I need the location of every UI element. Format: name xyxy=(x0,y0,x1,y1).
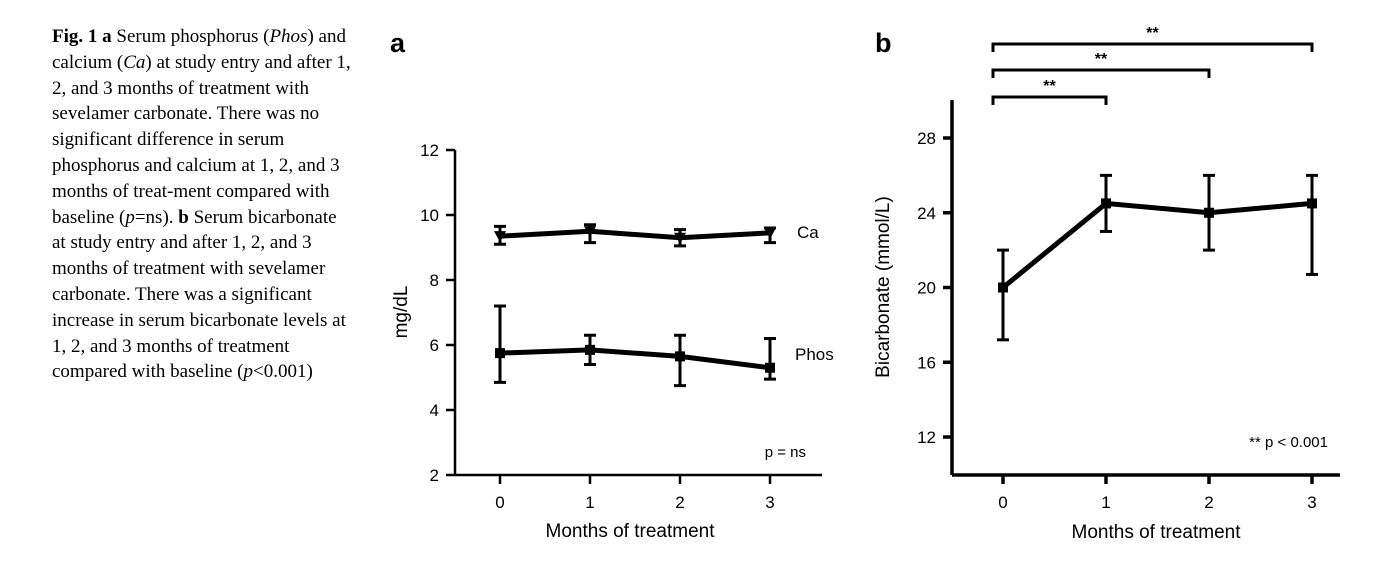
y-tick-label: 2 xyxy=(430,466,439,485)
data-point xyxy=(1204,207,1214,218)
caption-segment: Serum phosphorus ( xyxy=(111,26,270,47)
caption-segment: =ns). xyxy=(134,206,179,228)
caption-segment: Phos xyxy=(269,26,308,47)
caption-segment: Fig. 1 xyxy=(52,26,98,47)
caption-segment: p xyxy=(243,361,254,383)
y-tick-label: 6 xyxy=(430,336,439,355)
figure-caption: Fig. 1 a Serum phosphorus (Phos) and cal… xyxy=(52,24,352,385)
data-point xyxy=(584,226,596,238)
data-point xyxy=(1101,198,1111,209)
caption-segment: ) and calcium ( xyxy=(52,26,346,73)
y-tick-label: 4 xyxy=(430,401,439,420)
x-tick-label: 0 xyxy=(495,493,504,512)
significance-label: ** xyxy=(1043,78,1056,95)
caption-segment: a xyxy=(102,26,112,47)
x-tick-label: 0 xyxy=(998,493,1007,512)
caption-segment: p xyxy=(125,206,135,228)
data-point xyxy=(585,344,595,355)
caption-segment: <0.001) xyxy=(253,361,313,383)
series-label: Ca xyxy=(797,223,819,242)
significance-label: ** xyxy=(1095,51,1108,68)
x-axis-label: Months of treatment xyxy=(546,521,716,542)
x-tick-label: 2 xyxy=(1204,493,1213,512)
y-tick-label: 8 xyxy=(430,271,439,290)
significance-bracket xyxy=(991,42,1314,52)
data-point xyxy=(764,227,776,239)
caption-segment: ) at study entry and after 1, 2, and 3 m… xyxy=(52,51,351,228)
data-point xyxy=(765,362,775,373)
caption-segment: b xyxy=(178,206,189,228)
x-tick-label: 2 xyxy=(675,493,684,512)
x-tick-label: 3 xyxy=(765,493,774,512)
y-tick-label: 28 xyxy=(917,129,936,148)
y-tick-label: 12 xyxy=(420,141,439,160)
significance-bracket xyxy=(991,95,1108,105)
y-tick-label: 10 xyxy=(420,206,439,225)
y-axis-label: mg/dL xyxy=(391,286,412,339)
data-point xyxy=(674,232,686,244)
y-tick-label: 24 xyxy=(917,204,936,223)
caption-segment: Serum bicarbonate at study entry and aft… xyxy=(52,206,346,383)
series-line xyxy=(499,228,771,241)
x-tick-label: 1 xyxy=(585,493,594,512)
data-point xyxy=(998,282,1008,293)
panel-label: b xyxy=(875,28,892,58)
y-tick-label: 16 xyxy=(917,353,936,372)
series-label: Phos xyxy=(795,345,834,364)
significance-bracket xyxy=(991,68,1211,78)
panel-label: a xyxy=(390,28,406,58)
data-point xyxy=(1307,198,1317,209)
caption-segment: Ca xyxy=(123,51,146,73)
x-axis-label: Months of treatment xyxy=(1072,522,1242,543)
series-line xyxy=(1001,200,1313,290)
data-point xyxy=(675,351,685,362)
annotation: p = ns xyxy=(765,444,806,461)
data-point xyxy=(495,348,505,359)
data-point xyxy=(494,231,506,243)
y-axis-label: Bicarbonate (mmol/L) xyxy=(873,196,894,378)
y-tick-label: 12 xyxy=(917,428,936,447)
x-tick-label: 3 xyxy=(1307,493,1316,512)
y-tick-label: 20 xyxy=(917,279,936,298)
annotation: ** p < 0.001 xyxy=(1249,434,1328,451)
significance-label: ** xyxy=(1146,25,1159,42)
x-tick-label: 1 xyxy=(1101,493,1110,512)
series-line xyxy=(499,347,771,371)
